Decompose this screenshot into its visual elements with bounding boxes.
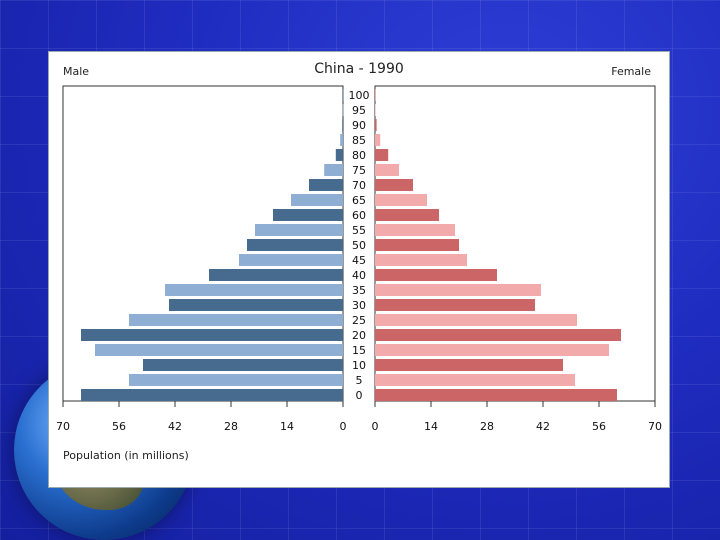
age-tick-label: 0 xyxy=(356,389,363,402)
female-bar-age-80 xyxy=(375,149,389,161)
age-tick-label: 30 xyxy=(352,299,366,312)
female-bar-age-95 xyxy=(375,104,376,116)
male-bar-age-65 xyxy=(291,194,343,206)
age-tick-label: 85 xyxy=(352,134,366,147)
male-bar-age-60 xyxy=(273,209,343,221)
male-bar-age-10 xyxy=(143,359,343,371)
age-tick-label: 60 xyxy=(352,209,366,222)
age-tick-label: 50 xyxy=(352,239,366,252)
age-tick-label: 55 xyxy=(352,224,366,237)
male-x-tick-label: 56 xyxy=(112,420,126,433)
female-bar-age-20 xyxy=(375,329,621,341)
female-x-tick-label: 28 xyxy=(480,420,494,433)
female-bar-age-45 xyxy=(375,254,467,266)
age-tick-label: 90 xyxy=(352,119,366,132)
female-x-tick-label: 56 xyxy=(592,420,606,433)
population-pyramid-chart: China - 1990 Male Female 0 5 10 15 20 25 30 35 4… xyxy=(48,51,670,488)
age-tick-label: 80 xyxy=(352,149,366,162)
age-tick-label: 100 xyxy=(349,89,370,102)
female-bar-age-100 xyxy=(375,89,376,101)
female-bar-age-60 xyxy=(375,209,439,221)
chart-title: China - 1990 xyxy=(314,61,404,77)
x-axis-label: Population (in millions) xyxy=(63,449,189,462)
male-bar-age-70 xyxy=(309,179,343,191)
age-tick-label: 70 xyxy=(352,179,366,192)
age-tick-label: 25 xyxy=(352,314,366,327)
female-bar-age-90 xyxy=(375,119,377,131)
female-bar-age-35 xyxy=(375,284,541,296)
female-bar-age-70 xyxy=(375,179,413,191)
male-bar-age-30 xyxy=(169,299,343,311)
age-tick-label: 10 xyxy=(352,359,366,372)
female-bar-age-10 xyxy=(375,359,563,371)
male-bar-age-100 xyxy=(342,89,344,101)
female-bar-age-5 xyxy=(375,374,575,386)
age-tick-label: 40 xyxy=(352,269,366,282)
male-bar-age-75 xyxy=(324,164,343,176)
male-bar-age-50 xyxy=(247,239,343,251)
age-tick-label: 5 xyxy=(356,374,363,387)
male-x-tick-label: 28 xyxy=(224,420,238,433)
male-bar-age-40 xyxy=(209,269,343,281)
age-tick-label: 95 xyxy=(352,104,366,117)
female-bar-age-0 xyxy=(375,389,617,401)
male-bar-age-20 xyxy=(81,329,343,341)
male-bar-age-80 xyxy=(335,149,343,161)
age-tick-label: 75 xyxy=(352,164,366,177)
female-x-tick-label: 70 xyxy=(648,420,662,433)
male-x-tick-label: 0 xyxy=(340,420,347,433)
male-bar-age-95 xyxy=(342,104,344,116)
female-label: Female xyxy=(611,65,651,78)
age-tick-label: 35 xyxy=(352,284,366,297)
age-tick-label: 20 xyxy=(352,329,366,342)
male-x-tick-label: 14 xyxy=(280,420,294,433)
age-tick-label: 45 xyxy=(352,254,366,267)
female-bar-age-55 xyxy=(375,224,455,236)
male-x-tick-label: 70 xyxy=(56,420,70,433)
male-bar-age-15 xyxy=(95,344,343,356)
female-bar-age-85 xyxy=(375,134,381,146)
male-bar-age-5 xyxy=(129,374,343,386)
male-bar-age-55 xyxy=(255,224,343,236)
female-bar-age-25 xyxy=(375,314,577,326)
female-bar-age-75 xyxy=(375,164,399,176)
male-bar-age-0 xyxy=(81,389,343,401)
pyramid-plot: 0 5 10 15 20 25 30 35 40 45 50 55 60 65 70 75 80 85 90 95 10… xyxy=(56,85,662,433)
female-bar-age-30 xyxy=(375,299,535,311)
female-x-tick-label: 0 xyxy=(372,420,379,433)
female-x-tick-label: 42 xyxy=(536,420,550,433)
male-bar-age-35 xyxy=(165,284,343,296)
male-x-tick-label: 42 xyxy=(168,420,182,433)
female-bar-age-65 xyxy=(375,194,427,206)
male-label: Male xyxy=(63,65,90,78)
age-tick-label: 15 xyxy=(352,344,366,357)
female-x-tick-label: 14 xyxy=(424,420,438,433)
age-tick-label: 65 xyxy=(352,194,366,207)
male-bar-age-85 xyxy=(340,134,343,146)
male-bar-age-90 xyxy=(342,119,343,131)
female-bar-age-40 xyxy=(375,269,497,281)
female-bar-age-50 xyxy=(375,239,459,251)
male-bar-age-25 xyxy=(129,314,343,326)
male-bar-age-45 xyxy=(239,254,343,266)
female-bar-age-15 xyxy=(375,344,609,356)
